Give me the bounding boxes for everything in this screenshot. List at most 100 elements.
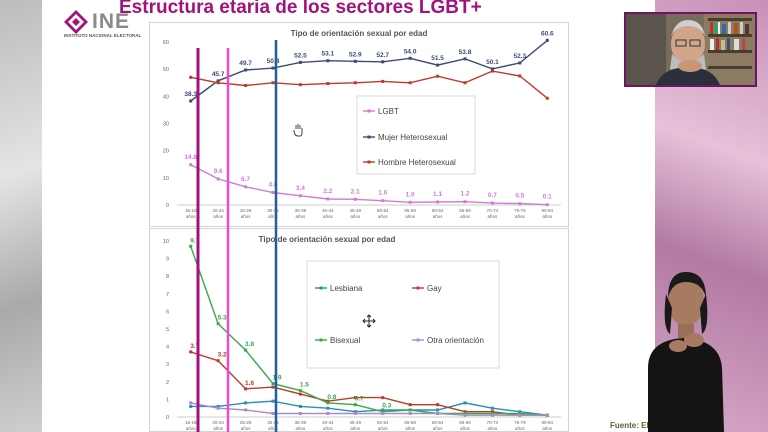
data-label: 0.5 (515, 193, 524, 200)
data-point (271, 399, 275, 403)
data-point (408, 411, 412, 415)
cursor-hand-icon (293, 124, 303, 137)
data-label: 1.6 (378, 190, 387, 197)
x-tick-label: 25-29 años (240, 208, 252, 219)
series-line-lesbiana (190, 400, 548, 416)
data-point (436, 74, 440, 78)
data-point (463, 411, 467, 415)
y-tick-label: 4 (166, 345, 169, 351)
data-point (271, 385, 275, 389)
data-point (216, 79, 220, 83)
data-point (271, 81, 275, 85)
data-label: 1.2 (460, 191, 469, 198)
data-point (545, 203, 549, 207)
data-point (381, 199, 385, 203)
x-tick-label: 65-69 años (459, 208, 471, 219)
data-point (353, 59, 357, 63)
x-tick-label: 35-39 años (295, 420, 307, 431)
data-point (408, 408, 412, 412)
ine-logo-icon (64, 10, 88, 34)
y-tick-label: 30 (163, 122, 169, 128)
x-tick-label: 30-34 años (267, 420, 279, 431)
data-point (545, 413, 549, 417)
data-label: 0.3 (382, 403, 391, 410)
data-label: 45.7 (212, 71, 225, 78)
data-point (244, 185, 248, 189)
data-point (353, 396, 357, 400)
x-tick-label: 25-29 años (240, 420, 252, 431)
data-point (436, 200, 440, 204)
data-point (381, 396, 385, 400)
data-point (216, 406, 220, 410)
data-point (463, 413, 467, 417)
x-tick-label: 45-49 años (350, 420, 362, 431)
x-tick-label: 35-39 años (295, 208, 307, 219)
data-point (545, 38, 549, 42)
data-label: 52.3 (514, 53, 527, 60)
legend-marker (367, 109, 371, 113)
data-label: 50.4 (267, 58, 280, 65)
data-point (271, 66, 275, 70)
data-label: 3.2 (218, 352, 227, 359)
data-point (244, 68, 248, 72)
logo-text: INE (92, 10, 131, 33)
y-tick-label: 50 (163, 67, 169, 73)
data-point (381, 60, 385, 64)
data-point (298, 194, 302, 198)
chart-title: Tipo de orientación sexual por edad (291, 29, 428, 38)
logo-subtitle: INSTITUTO NACIONAL ELECTORAL (64, 33, 142, 38)
data-point (326, 82, 330, 86)
presenter-video (624, 12, 757, 87)
data-label: 2.1 (351, 188, 360, 195)
data-point (189, 244, 193, 248)
y-tick-label: 5 (166, 327, 169, 333)
legend-marker (367, 160, 371, 164)
legend-marker (367, 135, 371, 139)
x-tick-label: 70-74 años (487, 420, 499, 431)
data-point (244, 408, 248, 412)
y-tick-label: 8 (166, 274, 169, 280)
data-label: 3.8 (245, 341, 254, 348)
data-label: 6.7 (241, 176, 250, 183)
data-label: 52.7 (376, 52, 389, 59)
data-label: 52.5 (294, 52, 307, 59)
data-point (244, 401, 248, 405)
x-tick-label: 80-84 años (542, 208, 554, 219)
x-tick-label: 65-69 años (459, 420, 471, 431)
data-point (490, 201, 494, 205)
y-tick-label: 60 (163, 40, 169, 46)
x-tick-label: 20-24 años (212, 208, 224, 219)
legend-marker (319, 338, 323, 342)
data-label: 3.7 (190, 343, 199, 350)
data-point (271, 382, 275, 386)
data-point (518, 411, 522, 415)
data-point (189, 350, 193, 354)
data-point (518, 61, 522, 65)
data-label: 38.3 (184, 91, 197, 98)
data-label: 0.1 (543, 194, 552, 201)
data-label: 50.1 (486, 59, 499, 66)
x-tick-label: 45-49 años (350, 208, 362, 219)
data-point (326, 406, 330, 410)
data-point (381, 410, 385, 414)
data-point (490, 411, 494, 415)
data-point (436, 411, 440, 415)
data-point (189, 99, 193, 103)
y-tick-label: 10 (163, 239, 169, 245)
data-label: 54.0 (404, 48, 417, 55)
data-point (463, 200, 467, 204)
data-label: 60.6 (541, 30, 554, 37)
data-point (518, 74, 522, 78)
data-point (216, 404, 220, 408)
background-left (0, 0, 42, 432)
chart-title: Tipo de orientación sexual por edad (259, 235, 396, 244)
data-point (463, 81, 467, 85)
data-point (189, 404, 193, 408)
data-point (298, 404, 302, 408)
data-point (518, 202, 522, 206)
data-point (408, 403, 412, 407)
y-tick-label: 1 (166, 397, 169, 403)
data-point (244, 83, 248, 87)
data-point (518, 410, 522, 414)
